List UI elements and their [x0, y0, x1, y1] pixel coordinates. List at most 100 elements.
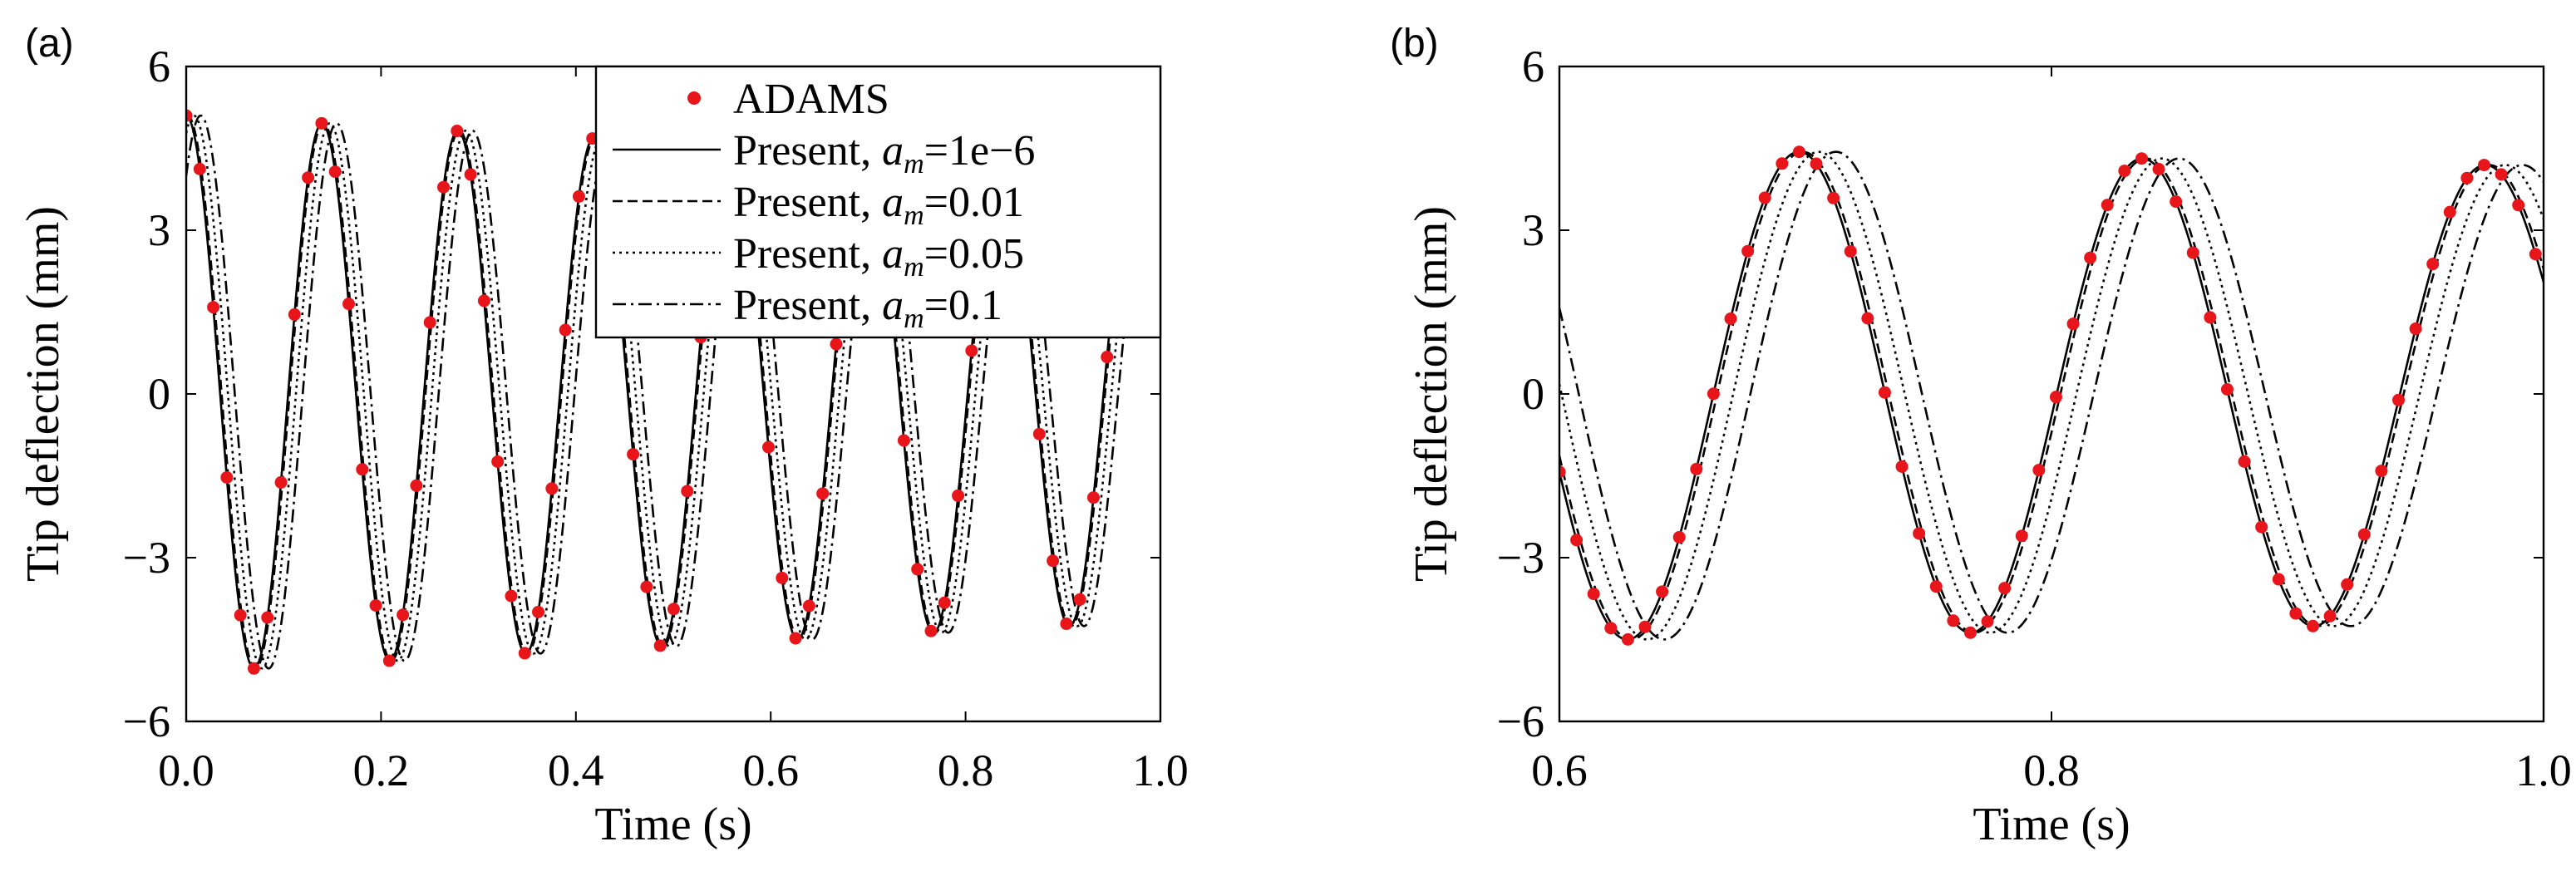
adams-marker [667, 603, 680, 616]
adams-marker [451, 125, 464, 138]
x-tick-label: 0.2 [353, 746, 410, 795]
adams-marker [2495, 168, 2508, 181]
adams-marker [464, 168, 477, 181]
x-axis-label: Time (s) [1973, 799, 2130, 850]
panel-a: 0.0 0.2 0.4 0.6 0.8 1.0 −6 −3 0 3 6 Time (s) Tip def… [17, 22, 1189, 850]
adams-marker [1861, 312, 1874, 325]
adams-marker [315, 116, 328, 130]
adams-marker [477, 294, 490, 308]
adams-marker [2032, 464, 2046, 477]
adams-marker [2066, 317, 2080, 331]
x-tick-label: 0.8 [2023, 746, 2080, 795]
legend-entry: Present, am=0.1 [613, 282, 1002, 334]
adams-marker [1776, 157, 1789, 170]
adams-marker [2255, 520, 2268, 534]
adams-marker [2220, 382, 2234, 396]
adams-marker [1604, 622, 1618, 635]
adams-marker [1047, 554, 1060, 568]
adams-marker [2306, 619, 2319, 632]
adams-marker [356, 463, 369, 476]
legend-value: =0.1 [924, 282, 1002, 329]
adams-marker [897, 434, 910, 447]
x-axis-label: Time (s) [594, 799, 751, 850]
series-line-dashed [1559, 150, 2544, 641]
legend-value: =0.05 [924, 230, 1024, 278]
adams-marker [911, 563, 924, 576]
legend-sub: m [904, 200, 924, 231]
adams-marker [1032, 427, 1046, 440]
adams-marker [234, 608, 247, 622]
adams-marker [1101, 351, 1114, 364]
adams-marker [2015, 529, 2028, 543]
adams-marker [776, 571, 789, 584]
adams-marker [1073, 593, 1086, 606]
adams-marker [2460, 171, 2474, 185]
adams-marker [369, 599, 382, 612]
y-axis-label: Tip deflection (mm) [1406, 206, 1457, 582]
adams-marker [1981, 615, 1994, 628]
legend-label: Present, am=0.01 [733, 179, 1024, 231]
adams-marker [247, 662, 260, 675]
adams-marker [802, 599, 815, 613]
adams-marker [1086, 491, 1100, 504]
adams-marker [1724, 312, 1737, 325]
plot-area [1559, 145, 2544, 646]
legend-value: =1e−6 [924, 127, 1036, 175]
legend-math: a [882, 127, 904, 175]
adams-marker [288, 308, 301, 321]
adams-marker [545, 482, 559, 495]
y-tick-label: −6 [123, 696, 170, 746]
y-tick-label: 3 [148, 205, 170, 255]
adams-marker [1672, 530, 1686, 544]
legend-sub: m [904, 149, 924, 180]
adams-marker [2512, 199, 2525, 212]
adams-marker [328, 165, 342, 179]
legend-entry: Present, am=1e−6 [613, 127, 1035, 180]
legend-entry: ADAMS [687, 76, 889, 123]
adams-marker [1895, 460, 1909, 473]
legend-label: Present, am=1e−6 [733, 127, 1035, 180]
adams-marker [2101, 199, 2114, 212]
adams-marker [924, 624, 938, 637]
adams-marker [396, 608, 410, 622]
series-line-dotted [1559, 150, 2544, 641]
adams-marker [2084, 251, 2097, 264]
legend-label-prefix: Present, [733, 282, 882, 329]
legend-label-prefix: Present, [733, 230, 882, 278]
x-tick-label: 0.0 [158, 746, 214, 795]
x-tick-label: 1.0 [2515, 746, 2572, 795]
adams-marker [2443, 205, 2456, 219]
adams-marker [423, 316, 436, 329]
adams-marker [1758, 191, 1771, 204]
y-tick-label: 6 [1522, 42, 1544, 91]
adams-marker [2118, 165, 2131, 178]
y-tick-label: 0 [1522, 369, 1544, 419]
adams-marker [261, 611, 274, 624]
adams-marker [1963, 626, 1977, 639]
adams-marker [2170, 195, 2183, 209]
adams-marker [1998, 582, 2012, 595]
adams-marker [2152, 163, 2165, 175]
adams-marker [1638, 620, 1652, 633]
series-line-dashdot [1559, 150, 2544, 641]
adams-marker [1741, 244, 1755, 258]
x-tick-label: 0.6 [742, 746, 799, 795]
adams-marker [518, 647, 531, 660]
legend-value: =0.01 [924, 179, 1024, 226]
adams-marker [965, 344, 978, 357]
adams-marker [653, 639, 667, 652]
adams-marker [627, 448, 640, 461]
panel-label: (b) [1390, 22, 1439, 66]
adams-marker [1656, 585, 1669, 598]
adams-marker [938, 596, 951, 609]
y-tick-label: 3 [1522, 205, 1544, 255]
adams-marker [2289, 607, 2303, 620]
adams-marker [382, 654, 396, 667]
y-tick-label: −3 [123, 533, 170, 583]
adams-marker [816, 487, 830, 500]
x-tick-label: 0.6 [1531, 746, 1588, 795]
adams-marker [1810, 157, 1823, 170]
adams-marker [572, 189, 585, 203]
